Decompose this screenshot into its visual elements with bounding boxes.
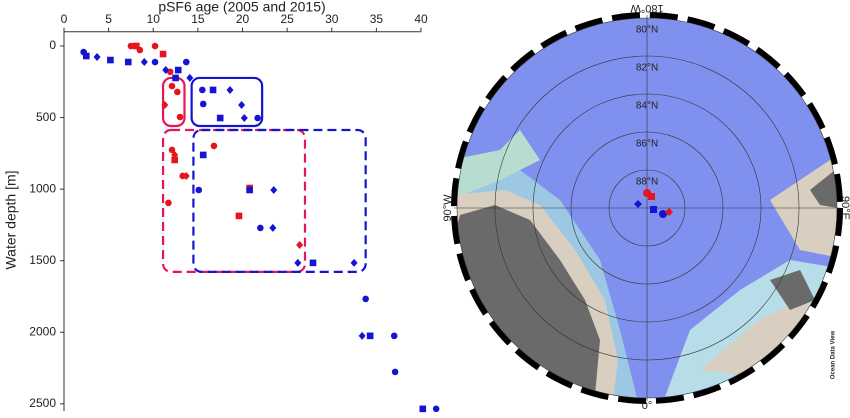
data-point — [186, 73, 194, 82]
data-point — [165, 199, 172, 207]
data-point — [182, 171, 190, 180]
lon-label: 90°W — [442, 194, 454, 222]
data-point — [210, 142, 218, 150]
lat-ring — [532, 93, 762, 323]
data-point — [162, 66, 170, 75]
data-point — [270, 186, 278, 195]
data-point — [151, 58, 159, 66]
data-point — [107, 56, 114, 64]
data-point — [209, 86, 217, 94]
station-marker — [659, 210, 667, 218]
data-point — [246, 186, 253, 194]
data-point — [391, 368, 399, 376]
station-marker — [634, 200, 642, 208]
data-point — [366, 332, 374, 340]
region-box — [161, 128, 307, 273]
data-point — [161, 100, 169, 109]
data-point — [257, 224, 264, 232]
data-point — [171, 156, 178, 164]
data-point — [238, 100, 246, 109]
x-tick-label: 40 — [414, 12, 428, 26]
data-point — [309, 259, 317, 267]
data-point — [294, 258, 302, 267]
land — [810, 170, 837, 210]
x-tick-label: 35 — [370, 12, 384, 26]
region-box — [192, 128, 367, 273]
data-point — [362, 295, 369, 303]
data-point — [390, 332, 398, 340]
data-point — [419, 405, 427, 413]
data-point — [127, 42, 135, 50]
data-point — [226, 85, 234, 94]
y-axis-label: Water depth [m] — [3, 170, 19, 269]
lat-ring — [494, 55, 800, 361]
data-point — [174, 88, 181, 96]
station-marker — [665, 208, 673, 216]
lat-label: 84°N — [636, 101, 658, 112]
map: 180°W 90°E 90°W 0° Ocean Data View 80°N 8… — [442, 2, 850, 412]
data-point — [235, 212, 243, 220]
lat-label: 88°N — [636, 177, 658, 188]
lon-label: 180°W — [630, 2, 664, 14]
y-tick-label: 2500 — [29, 396, 56, 410]
data-point — [140, 58, 148, 67]
data-point — [176, 113, 184, 121]
x-tick-label: 0 — [61, 12, 68, 26]
y-tick-label: 0 — [49, 38, 56, 52]
shelf — [457, 130, 540, 200]
data-point — [168, 146, 176, 154]
station-marker — [650, 206, 657, 213]
data-point — [350, 258, 358, 267]
lat-label: 82°N — [636, 63, 658, 74]
y-tick-label: 2000 — [29, 324, 56, 338]
x-tick-label: 20 — [236, 12, 250, 26]
data-point — [199, 151, 207, 159]
land — [770, 270, 815, 310]
x-tick-label: 5 — [105, 12, 112, 26]
station-marker — [648, 193, 655, 200]
data-point — [124, 58, 132, 66]
data-point — [358, 331, 366, 340]
data-point — [159, 50, 167, 58]
lat-ring — [608, 169, 686, 247]
region-box — [190, 76, 264, 128]
credit: Ocean Data View — [831, 331, 837, 380]
y-tick-label: 1500 — [29, 253, 56, 267]
chart-title: pSF6 age (2005 and 2015) — [158, 0, 325, 15]
lat-ring — [456, 17, 838, 399]
y-tick-label: 1000 — [29, 181, 56, 195]
data-point — [199, 86, 206, 94]
lat-label: 86°N — [636, 139, 658, 150]
lon-label: 0° — [642, 400, 653, 412]
x-tick-label: 30 — [325, 12, 339, 26]
land-low — [700, 300, 830, 380]
data-point — [93, 53, 101, 62]
data-point — [432, 405, 440, 413]
data-point — [240, 114, 248, 123]
x-tick-label: 15 — [191, 12, 205, 26]
x-tick-label: 10 — [147, 12, 161, 26]
data-point — [216, 114, 224, 122]
data-point — [83, 52, 90, 60]
data-point — [296, 240, 304, 249]
data-point — [168, 82, 176, 90]
data-point — [174, 66, 182, 74]
lon-label: 90°E — [839, 196, 850, 220]
data-point — [199, 100, 207, 108]
data-point — [151, 42, 159, 50]
y-tick-label: 500 — [36, 110, 56, 124]
data-point — [182, 58, 190, 66]
data-point — [132, 42, 140, 50]
data-point — [269, 223, 277, 232]
lat-ring — [570, 131, 724, 285]
x-tick-label: 25 — [280, 12, 294, 26]
data-point — [195, 186, 203, 194]
data-point — [172, 74, 179, 82]
data-point — [254, 114, 261, 122]
data-point — [171, 150, 179, 159]
lat-label: 80°N — [636, 25, 658, 36]
